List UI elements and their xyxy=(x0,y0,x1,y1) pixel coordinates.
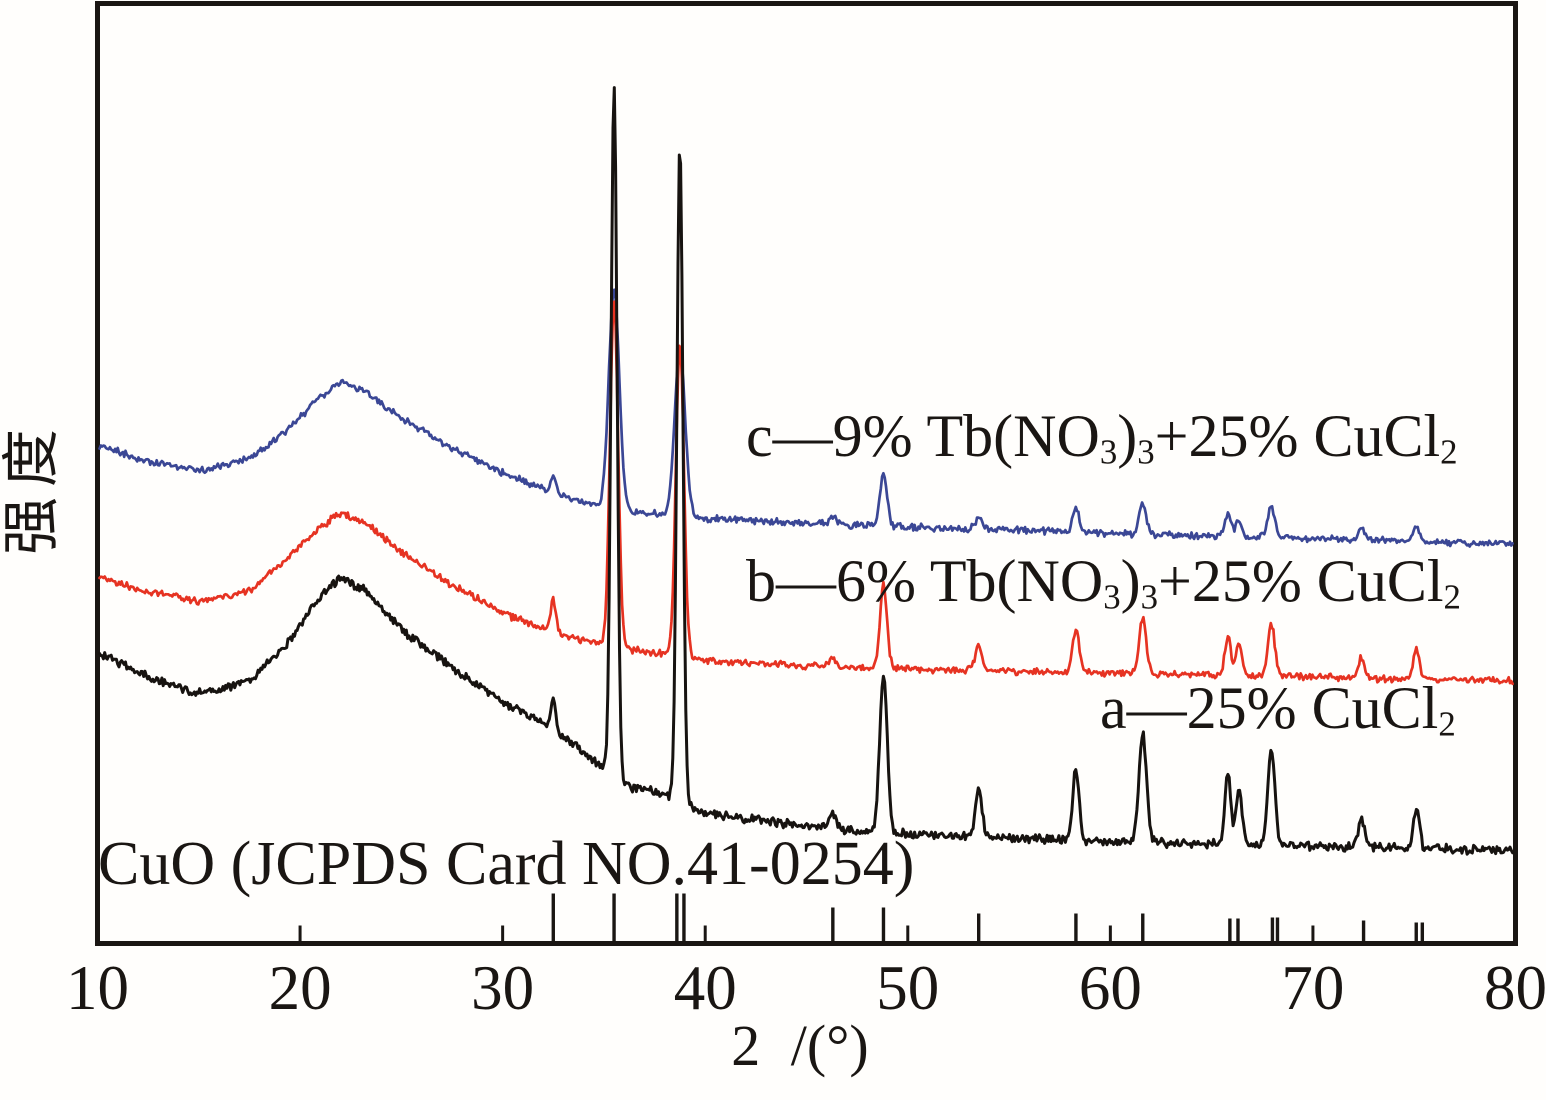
x-tick-label: 60 xyxy=(1078,953,1142,1023)
x-axis-label: 2 /(°) xyxy=(731,1013,869,1078)
x-tick-label: 80 xyxy=(1484,953,1546,1023)
x-tick-label: 20 xyxy=(268,953,332,1023)
x-tick-label: 10 xyxy=(66,953,129,1023)
x-tick-label: 40 xyxy=(673,953,737,1023)
series-label-b: b—6% Tb(NO3)3+25% CuCl2 xyxy=(746,548,1461,617)
x-tick-label: 70 xyxy=(1281,953,1345,1023)
x-tick-label: 50 xyxy=(876,953,940,1023)
series-label-a: a—25% CuCl2 xyxy=(1100,675,1456,744)
reference-card-label: CuO (JCPDS Card NO.41-0254) xyxy=(98,830,915,898)
y-axis-label: 强度 xyxy=(0,419,64,556)
x-tick-label: 30 xyxy=(471,953,535,1023)
series-label-c: c—9% Tb(NO3)3+25% CuCl2 xyxy=(746,403,1458,472)
